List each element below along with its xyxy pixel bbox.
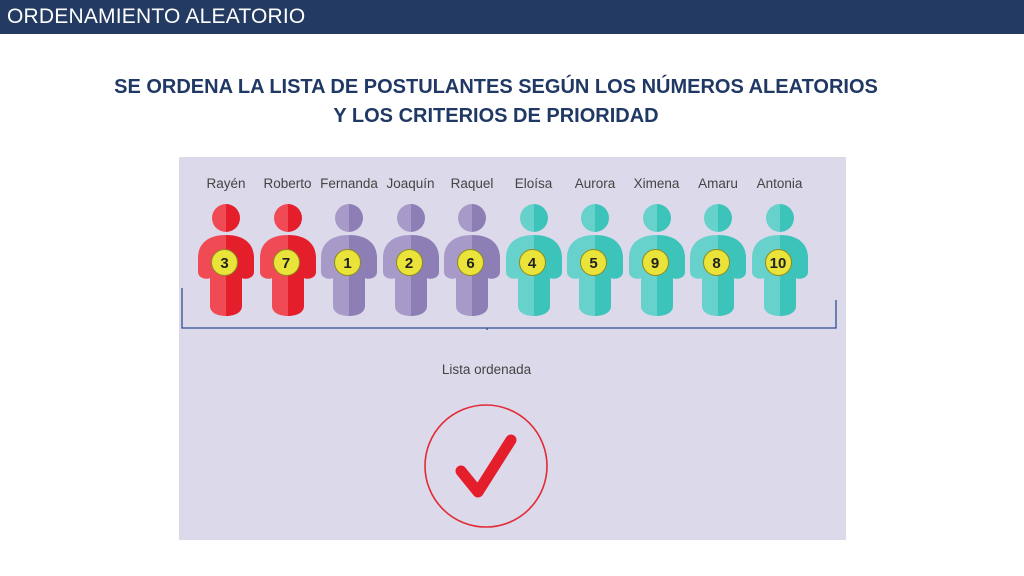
subtitle-line-2: Y LOS CRITERIOS DE PRIORIDAD <box>333 105 659 127</box>
applicant-name: Joaquín <box>386 176 435 191</box>
random-number-badge: 8 <box>703 249 730 276</box>
random-number-badge: 1 <box>334 249 361 276</box>
random-number-badge: 10 <box>764 249 792 276</box>
applicant-name: Raquel <box>450 176 494 191</box>
applicant-name: Aurora <box>574 176 616 191</box>
applicant-name: Rayén <box>206 176 246 191</box>
random-number-badge: 2 <box>395 249 423 276</box>
slide-title: ORDENAMIENTO ALEATORIO <box>7 5 306 28</box>
ordered-list-label: Lista ordenada <box>441 362 532 377</box>
applicant-name: Roberto <box>263 176 312 191</box>
bracket-icon <box>181 288 837 330</box>
applicant-name: Antonia <box>756 176 803 191</box>
applicant-name: Ximena <box>633 176 680 191</box>
random-number-badge: 5 <box>580 249 607 276</box>
random-number-badge: 4 <box>518 249 546 276</box>
random-number-badge: 9 <box>641 249 669 276</box>
slide-subtitle: SE ORDENA LA LISTA DE POSTULANTES SEGÚN … <box>0 73 992 131</box>
illustration-panel: Rayén 3 Roberto 7 Fernanda 1 Joaquín 2 Raquel 6 El… <box>179 157 846 540</box>
random-number-badge: 6 <box>457 249 484 276</box>
random-number-badge: 7 <box>272 249 300 276</box>
applicant-name: Amaru <box>698 176 738 191</box>
checkmark-icon <box>424 404 548 528</box>
subtitle-line-1: SE ORDENA LA LISTA DE POSTULANTES SEGÚN … <box>114 76 878 98</box>
random-number-badge: 3 <box>211 249 238 276</box>
header-bar: ORDENAMIENTO ALEATORIO <box>0 0 1024 34</box>
applicant-name: Fernanda <box>320 176 378 191</box>
applicant-name: Eloísa <box>514 176 553 191</box>
